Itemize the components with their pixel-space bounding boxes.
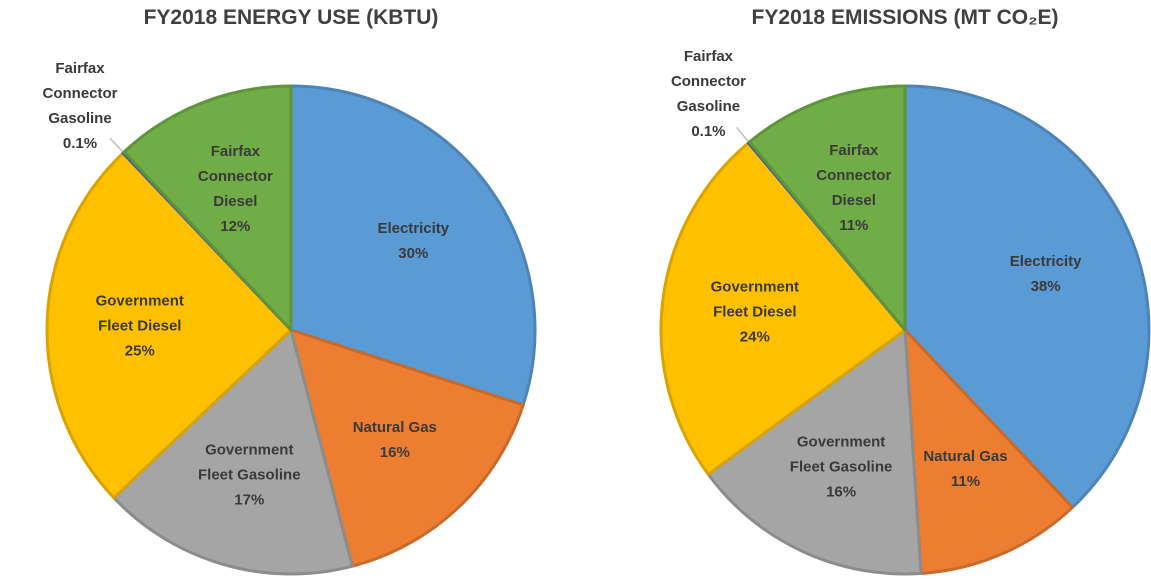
pie-slice xyxy=(112,328,354,576)
pie-slice xyxy=(45,151,293,500)
chart-title: FY2018 EMISSIONS (MT CO₂E) xyxy=(751,6,1059,29)
value-label: 12% xyxy=(220,218,251,236)
value-label: 16% xyxy=(379,444,410,462)
slice-label: Natural Gas 16% xyxy=(343,415,447,465)
category-label: Fairfax Connector Diesel xyxy=(197,143,273,211)
value-label: 17% xyxy=(234,491,265,509)
pie-slice xyxy=(659,141,907,476)
slice-label: Government Fleet Diesel 25% xyxy=(88,288,192,363)
category-label: Government Fleet Gasoline xyxy=(198,441,301,484)
slice-label: Electricity 30% xyxy=(361,216,465,266)
pie-slice xyxy=(289,84,537,407)
pie-slice xyxy=(903,328,1074,575)
pie-slice xyxy=(289,328,525,568)
pie-slice xyxy=(706,328,923,576)
category-label: Natural Gas xyxy=(923,447,1008,465)
leader-line xyxy=(109,137,125,154)
category-label: Fairfax Connector Diesel xyxy=(816,141,892,209)
category-label: Electricity xyxy=(1009,253,1082,271)
value-label: 24% xyxy=(739,328,770,346)
pie-slice xyxy=(122,84,293,332)
value-label: 38% xyxy=(1030,278,1061,296)
pie-slice xyxy=(903,84,1151,509)
slice-label: Natural Gas 11% xyxy=(913,444,1017,494)
slice-label: Fairfax Connector Gasoline 0.1% xyxy=(28,56,132,156)
category-label: Natural Gas xyxy=(352,419,437,437)
category-label: Government Fleet Diesel xyxy=(710,278,799,321)
value-label: 16% xyxy=(826,483,857,501)
pie-slice xyxy=(748,84,907,332)
slice-label: Fairfax Connector Diesel 11% xyxy=(802,138,906,238)
value-label: 11% xyxy=(839,216,869,234)
value-label: 30% xyxy=(398,244,429,262)
slice-label: Fairfax Connector Diesel 12% xyxy=(183,139,287,239)
chart-title: FY2018 ENERGY USE (KBTU) xyxy=(143,6,439,29)
category-label: Fairfax Connector Gasoline xyxy=(670,47,746,115)
category-label: Government Fleet Diesel xyxy=(95,292,184,335)
slice-label: Electricity 38% xyxy=(994,249,1098,299)
value-label: 0.1% xyxy=(62,135,98,153)
value-label: 11% xyxy=(950,472,981,490)
category-label: Government Fleet Gasoline xyxy=(789,433,893,476)
slice-label: Fairfax Connector Gasoline 0.1% xyxy=(656,44,760,144)
leader-line xyxy=(735,126,750,143)
value-label: 0.1% xyxy=(691,122,726,140)
category-label: Fairfax Connector Gasoline xyxy=(42,60,118,128)
category-label: Electricity xyxy=(377,219,450,237)
value-label: 25% xyxy=(124,342,155,360)
slice-label: Government Fleet Diesel 24% xyxy=(703,274,807,349)
slice-label: Government Fleet Gasoline 17% xyxy=(197,438,301,513)
slice-label: Government Fleet Gasoline 16% xyxy=(789,430,893,505)
